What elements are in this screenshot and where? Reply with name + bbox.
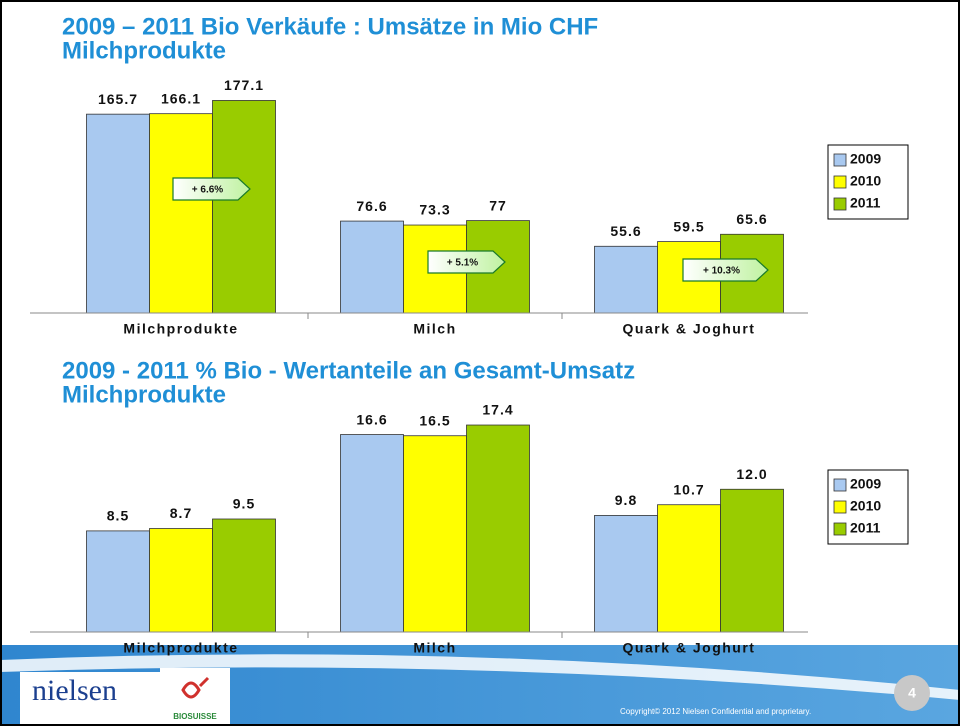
x-tick-label: Quark & Joghurt: [623, 640, 756, 656]
legend-swatch: [833, 197, 847, 211]
value-label: 10.7: [673, 481, 704, 497]
legend-label: 2010: [850, 498, 881, 514]
bar: [212, 518, 276, 633]
annotation: + 5.1%: [447, 258, 479, 269]
value-label: 76.6: [356, 198, 387, 214]
partner-logo: BIOSUISSE: [173, 712, 217, 721]
legend-swatch: [833, 153, 847, 167]
copyright: Copyright© 2012 Nielsen Confidential and…: [620, 707, 811, 716]
bar: [657, 504, 721, 633]
x-tick-label: Milch: [413, 640, 456, 656]
page-number: 4: [908, 685, 916, 701]
value-label: 16.6: [356, 411, 387, 427]
chart-subtitle: Milchprodukte: [62, 37, 226, 64]
legend-label: 2011: [850, 520, 881, 536]
value-label: 65.6: [736, 211, 767, 227]
legend-swatch: [833, 500, 847, 514]
legend-label: 2011: [850, 195, 881, 211]
bar: [403, 435, 467, 633]
partner-icon: [181, 676, 210, 699]
page-badge: [894, 675, 930, 711]
bar: [86, 530, 150, 633]
annotation: + 6.6%: [192, 185, 224, 196]
value-label: 55.6: [610, 223, 641, 239]
value-label: 166.1: [161, 90, 201, 106]
value-label: 177.1: [224, 77, 264, 93]
x-tick-label: Milch: [413, 321, 456, 337]
value-label: 9.8: [615, 492, 637, 508]
bar: [340, 220, 404, 314]
legend-swatch: [833, 175, 847, 189]
footer-swoosh: [0, 654, 960, 700]
bar: [594, 515, 658, 633]
bar: [149, 528, 213, 633]
legend-label: 2009: [850, 476, 881, 492]
annotation: + 10.3%: [703, 266, 740, 277]
chart-title: 2009 – 2011 Bio Verkäufe : Umsätze in Mi…: [62, 13, 598, 40]
bar: [594, 245, 658, 314]
value-label: 16.5: [419, 412, 450, 428]
legend-label: 2009: [850, 151, 881, 167]
annotation-arrow: [427, 250, 506, 274]
value-label: 165.7: [98, 91, 138, 107]
value-label: 17.4: [482, 402, 513, 418]
value-label: 12.0: [736, 466, 767, 482]
bar: [212, 100, 276, 314]
bar: [86, 113, 150, 314]
value-label: 73.3: [419, 202, 450, 218]
value-label: 77: [489, 197, 507, 213]
x-tick-label: Quark & Joghurt: [623, 321, 756, 337]
value-label: 8.5: [107, 508, 129, 524]
legend-swatch: [833, 478, 847, 492]
value-label: 9.5: [233, 496, 255, 512]
bar: [149, 113, 213, 314]
bar: [340, 434, 404, 633]
x-tick-label: Milchprodukte: [123, 640, 238, 656]
legend-label: 2010: [850, 173, 881, 189]
bar: [720, 488, 784, 633]
legend-swatch: [833, 522, 847, 536]
bar: [466, 424, 530, 633]
chart-title: 2009 - 2011 % Bio - Wertanteile an Gesam…: [62, 357, 635, 384]
x-tick-label: Milchprodukte: [123, 321, 238, 337]
value-label: 59.5: [673, 218, 704, 234]
annotation-arrow: [172, 177, 251, 201]
logo-box: [20, 672, 160, 726]
value-label: 8.7: [170, 505, 192, 521]
chart-subtitle: Milchprodukte: [62, 381, 226, 408]
nielsen-logo: nielsen: [32, 674, 117, 707]
annotation-arrow: [682, 258, 769, 282]
